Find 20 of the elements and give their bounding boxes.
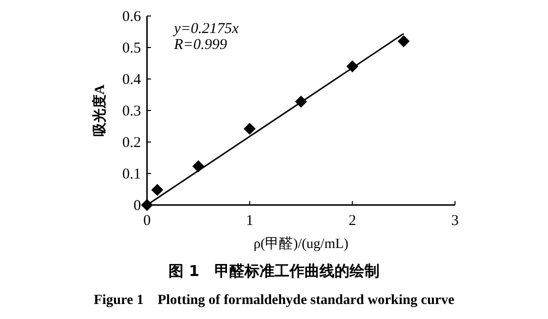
y-tick-label: 0.6 — [122, 9, 142, 25]
point — [398, 35, 410, 48]
annotation: y=0.2175x — [172, 21, 240, 37]
point — [151, 184, 164, 196]
x-tick-label: 2 — [348, 213, 356, 229]
y-axis-title: 吸光度A — [91, 84, 108, 137]
point — [141, 199, 153, 211]
text: Figure 1 Plotting of formaldehyde standard working curve — [94, 293, 454, 308]
point — [244, 122, 256, 135]
y-tick-label: 0 — [134, 198, 141, 214]
y-tick-label: 0.5 — [122, 40, 141, 56]
x-tick-label: 1 — [246, 213, 254, 229]
annotation: R=0.999 — [173, 37, 228, 53]
y-tick-label: 0.2 — [122, 135, 141, 151]
text: 图 1 甲醛标准工作曲线的绘制 — [168, 262, 380, 280]
y-tick-label: 0.3 — [122, 104, 141, 120]
y-tick-label: 0.1 — [122, 166, 141, 182]
x-axis-title: ρ(甲醛)/(ug/mL) — [254, 236, 349, 252]
x-tick-label: 3 — [451, 213, 459, 229]
y-tick-label: 0.4 — [122, 72, 142, 88]
